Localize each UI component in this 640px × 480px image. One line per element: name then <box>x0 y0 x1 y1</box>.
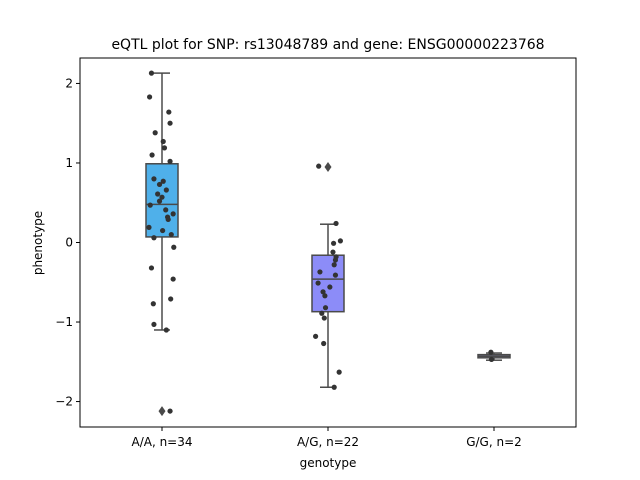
outlier-marker <box>158 406 166 417</box>
data-point <box>321 315 327 321</box>
data-point <box>160 138 166 145</box>
data-point <box>147 202 153 208</box>
data-point <box>317 269 323 275</box>
data-point <box>147 94 153 100</box>
data-point <box>332 257 339 263</box>
data-point <box>322 305 329 311</box>
plot-area: 2 1 0 −1 −2 A/A, n=34 A/G, n=22 G/G, n=2 <box>55 57 577 449</box>
data-point <box>163 207 169 213</box>
data-point <box>322 293 328 299</box>
data-point <box>160 227 166 234</box>
data-point <box>313 333 319 339</box>
data-point <box>320 289 326 295</box>
data-point <box>168 296 174 302</box>
data-point <box>151 321 157 328</box>
data-point <box>151 176 157 182</box>
data-point <box>331 262 337 268</box>
data-point <box>167 158 173 164</box>
data-point <box>488 349 494 355</box>
data-point <box>146 224 152 230</box>
y-axis-label: phenotype <box>31 211 45 275</box>
data-point <box>330 240 337 246</box>
x-tick-label: G/G, n=2 <box>466 435 522 449</box>
data-point <box>152 130 158 136</box>
data-point <box>336 369 342 375</box>
data-point <box>316 163 322 169</box>
box-iqr <box>311 254 345 313</box>
box-iqr <box>145 163 179 238</box>
data-point <box>167 408 173 414</box>
x-tick-label: A/A, n=34 <box>131 435 192 449</box>
data-point <box>156 181 163 188</box>
data-point <box>168 231 174 238</box>
data-point <box>165 216 171 223</box>
data-point <box>149 152 155 158</box>
data-point <box>163 327 169 333</box>
y-tick-label: 2 <box>65 76 73 90</box>
data-point <box>331 384 337 390</box>
data-point <box>488 356 495 363</box>
x-tick-label: A/G, n=22 <box>297 435 359 449</box>
data-point <box>155 191 161 197</box>
data-point <box>166 109 172 115</box>
data-point <box>332 272 339 278</box>
data-point <box>151 235 157 241</box>
data-point <box>327 284 333 290</box>
plot-frame <box>79 57 577 428</box>
data-point <box>148 265 155 271</box>
data-point <box>159 194 165 200</box>
data-point <box>330 249 336 255</box>
data-point <box>333 220 339 227</box>
y-tick-label: 0 <box>65 236 73 250</box>
data-point <box>148 70 155 76</box>
data-point <box>167 120 173 126</box>
chart-title: eQTL plot for SNP: rs13048789 and gene: … <box>111 37 544 53</box>
data-point <box>321 340 327 347</box>
y-tick-label: −2 <box>55 395 73 409</box>
data-point <box>171 244 177 250</box>
outlier-marker <box>324 161 332 172</box>
data-point <box>315 280 321 286</box>
y-tick-label: −1 <box>55 315 73 329</box>
y-tick-label: 1 <box>65 156 73 170</box>
data-point <box>156 198 163 204</box>
data-point <box>163 187 169 193</box>
data-point <box>161 145 168 151</box>
data-point <box>150 301 156 307</box>
data-point <box>170 211 176 217</box>
data-point <box>160 178 166 184</box>
data-point <box>319 310 325 316</box>
data-point <box>170 276 176 282</box>
data-point <box>337 238 343 244</box>
x-axis-label: genotype <box>300 456 357 470</box>
